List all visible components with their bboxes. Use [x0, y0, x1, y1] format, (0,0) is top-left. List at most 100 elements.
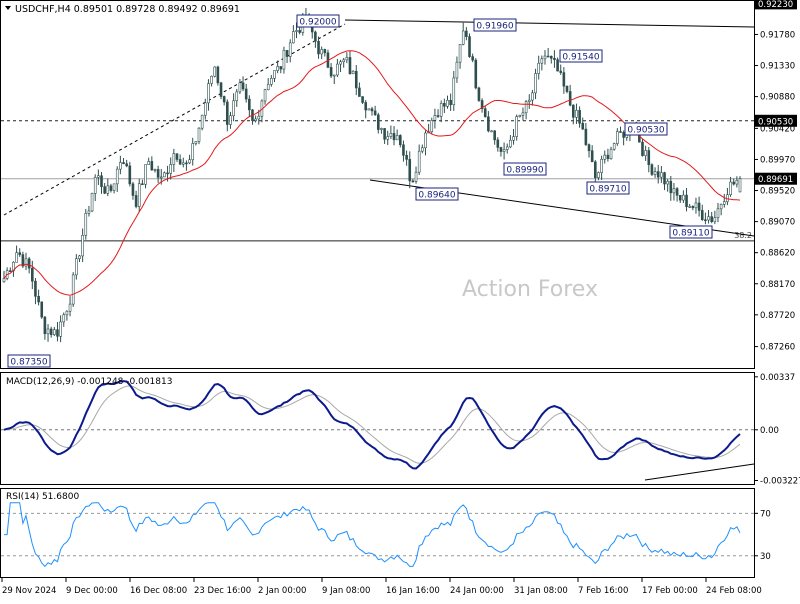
- candle-body: [521, 112, 525, 116]
- candle-body: [729, 181, 732, 196]
- candle-body: [663, 172, 666, 185]
- candle-body: [493, 130, 496, 141]
- macd-title: MACD(12,26,9) -0.001248 -0.001813: [6, 377, 172, 387]
- candle-body: [254, 118, 257, 121]
- candle-body: [175, 153, 179, 160]
- candle-body: [185, 162, 188, 165]
- candle-body: [446, 99, 449, 107]
- candle-body: [546, 55, 550, 58]
- swing-label-box: [586, 181, 630, 195]
- candle-body: [600, 158, 603, 173]
- candle-body: [216, 66, 220, 84]
- candle-body: [660, 172, 663, 178]
- candle-body: [691, 206, 695, 209]
- candle-body: [288, 42, 292, 57]
- candle-body: [584, 128, 588, 145]
- candle-body: [505, 146, 509, 150]
- candle-body: [197, 127, 201, 142]
- candle-body: [329, 67, 333, 77]
- collapse-triangle-icon[interactable]: [5, 6, 11, 10]
- price-tick-label: 0.91780: [760, 30, 795, 40]
- candle-body: [332, 74, 336, 77]
- candle-body: [496, 139, 500, 148]
- candle-body: [213, 66, 217, 77]
- candle-body: [150, 161, 154, 171]
- candle-body: [210, 75, 213, 84]
- candle-body: [738, 178, 742, 193]
- candle-body: [392, 133, 396, 141]
- swing-label-box: [473, 18, 517, 32]
- candle-body: [553, 57, 556, 60]
- swing-label: 0.89710: [589, 185, 626, 195]
- moving-average-line: [3, 50, 741, 296]
- candle-body: [361, 96, 364, 103]
- price-tick-label: 0.89070: [760, 218, 795, 228]
- candle-body: [18, 252, 22, 255]
- candle-body: [364, 102, 368, 111]
- candle-body: [56, 329, 59, 337]
- candle-body: [502, 149, 506, 152]
- candle-body: [112, 183, 116, 191]
- candle-body: [656, 171, 660, 178]
- candle-body: [241, 82, 245, 90]
- candle-body: [713, 217, 717, 222]
- candle-body: [156, 169, 160, 178]
- candle-body: [710, 216, 713, 222]
- candle-body: [515, 116, 518, 137]
- candle-body: [461, 30, 465, 45]
- candle-body: [282, 50, 286, 70]
- candle-body: [603, 154, 607, 160]
- candle-body: [411, 180, 415, 183]
- candle-body: [678, 195, 682, 201]
- macd-tick-label: -0.003227: [760, 476, 800, 486]
- candle-body: [65, 310, 69, 316]
- macd-lines: 0.00337 0.00 -0.003227: [1, 373, 800, 486]
- candle-body: [172, 153, 176, 165]
- candle-body: [367, 108, 371, 111]
- candle-body: [279, 66, 283, 70]
- candle-body: [235, 91, 239, 102]
- candle-body: [147, 161, 150, 165]
- candle-body: [383, 128, 386, 140]
- candle-body: [207, 83, 210, 104]
- candle-body: [675, 188, 679, 196]
- candle-body: [386, 136, 390, 140]
- time-tick-label: 16 Jan 16:00: [386, 586, 440, 596]
- candle-body: [15, 252, 18, 263]
- candle-body: [295, 30, 298, 32]
- candle-body: [716, 208, 720, 219]
- candle-body: [562, 72, 566, 87]
- macd-panel-frame: [0, 372, 755, 485]
- time-tick-label: 24 Feb 08:00: [706, 586, 762, 596]
- candle-body: [719, 203, 723, 210]
- candle-body: [685, 194, 688, 207]
- candle-body: [474, 59, 478, 89]
- price-tick-label: 0.87720: [760, 311, 795, 321]
- swing-label-box: [503, 162, 547, 176]
- candle-body: [672, 188, 676, 194]
- swing-label: 0.90530: [627, 126, 664, 136]
- candle-body: [559, 70, 563, 73]
- candle-body: [571, 104, 575, 118]
- candle-body: [159, 176, 163, 179]
- candle-body: [24, 258, 28, 267]
- price-tick-label: 0.89520: [760, 187, 795, 197]
- candle-body: [97, 175, 100, 178]
- candle-body: [581, 122, 585, 130]
- candle-body: [226, 101, 229, 125]
- rsi-panel-frame: [0, 488, 755, 578]
- candle-body: [578, 109, 581, 124]
- candle-body: [499, 147, 503, 152]
- candle-body: [509, 139, 512, 148]
- candle-body: [222, 96, 226, 103]
- candle-body: [285, 50, 289, 57]
- candle-body: [122, 162, 125, 165]
- swing-label-box: [415, 187, 459, 201]
- candle-body: [273, 70, 276, 79]
- candle-body: [323, 49, 327, 54]
- candle-body: [166, 172, 169, 175]
- candle-body: [317, 40, 320, 55]
- candle-body: [103, 186, 106, 194]
- candle-body: [487, 116, 490, 132]
- candle-body: [78, 255, 81, 260]
